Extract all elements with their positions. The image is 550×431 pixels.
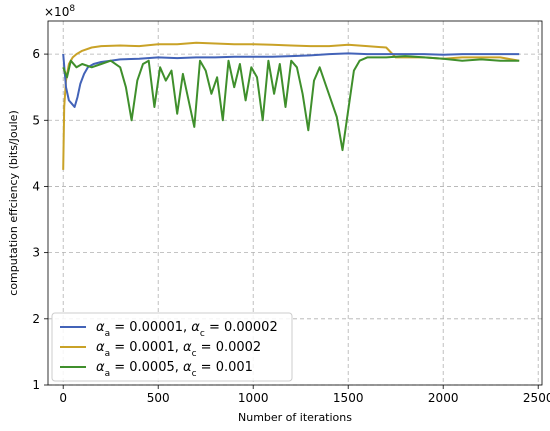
x-tick-label: 1000 (238, 391, 269, 405)
y-axis: 1 2 3 4 5 6 (32, 47, 48, 392)
y-tick-label: 1 (32, 378, 40, 392)
legend-label: αa = 0.0001, αc = 0.0002 (96, 340, 261, 359)
y-tick-label: 5 (32, 113, 40, 127)
y-tick-label: 2 (32, 312, 40, 326)
series-lines (62, 41, 520, 170)
y-tick-label: 6 (32, 47, 40, 61)
legend-label: αa = 0.0005, αc = 0.001 (96, 360, 253, 379)
x-tick-label: 2000 (428, 391, 459, 405)
x-axis-label: Number of iterations (238, 411, 352, 424)
y-scale-label: ×108 (44, 4, 75, 19)
series-line (62, 52, 520, 108)
y-tick-label: 3 (32, 246, 40, 260)
x-tick-label: 500 (147, 391, 170, 405)
x-tick-label: 0 (59, 391, 67, 405)
y-tick-label: 4 (32, 179, 40, 193)
y-axis-label: computation effciency (bits/Joule) (7, 110, 20, 295)
x-tick-label: 1500 (333, 391, 364, 405)
legend-box (51, 312, 293, 382)
series-line (62, 55, 520, 152)
legend-label: αa = 0.00001, αc = 0.00002 (96, 320, 278, 339)
x-tick-label: 2500 (523, 391, 550, 405)
x-axis: 0 500 1000 1500 2000 2500 (59, 385, 550, 405)
plot-area (47, 20, 543, 386)
